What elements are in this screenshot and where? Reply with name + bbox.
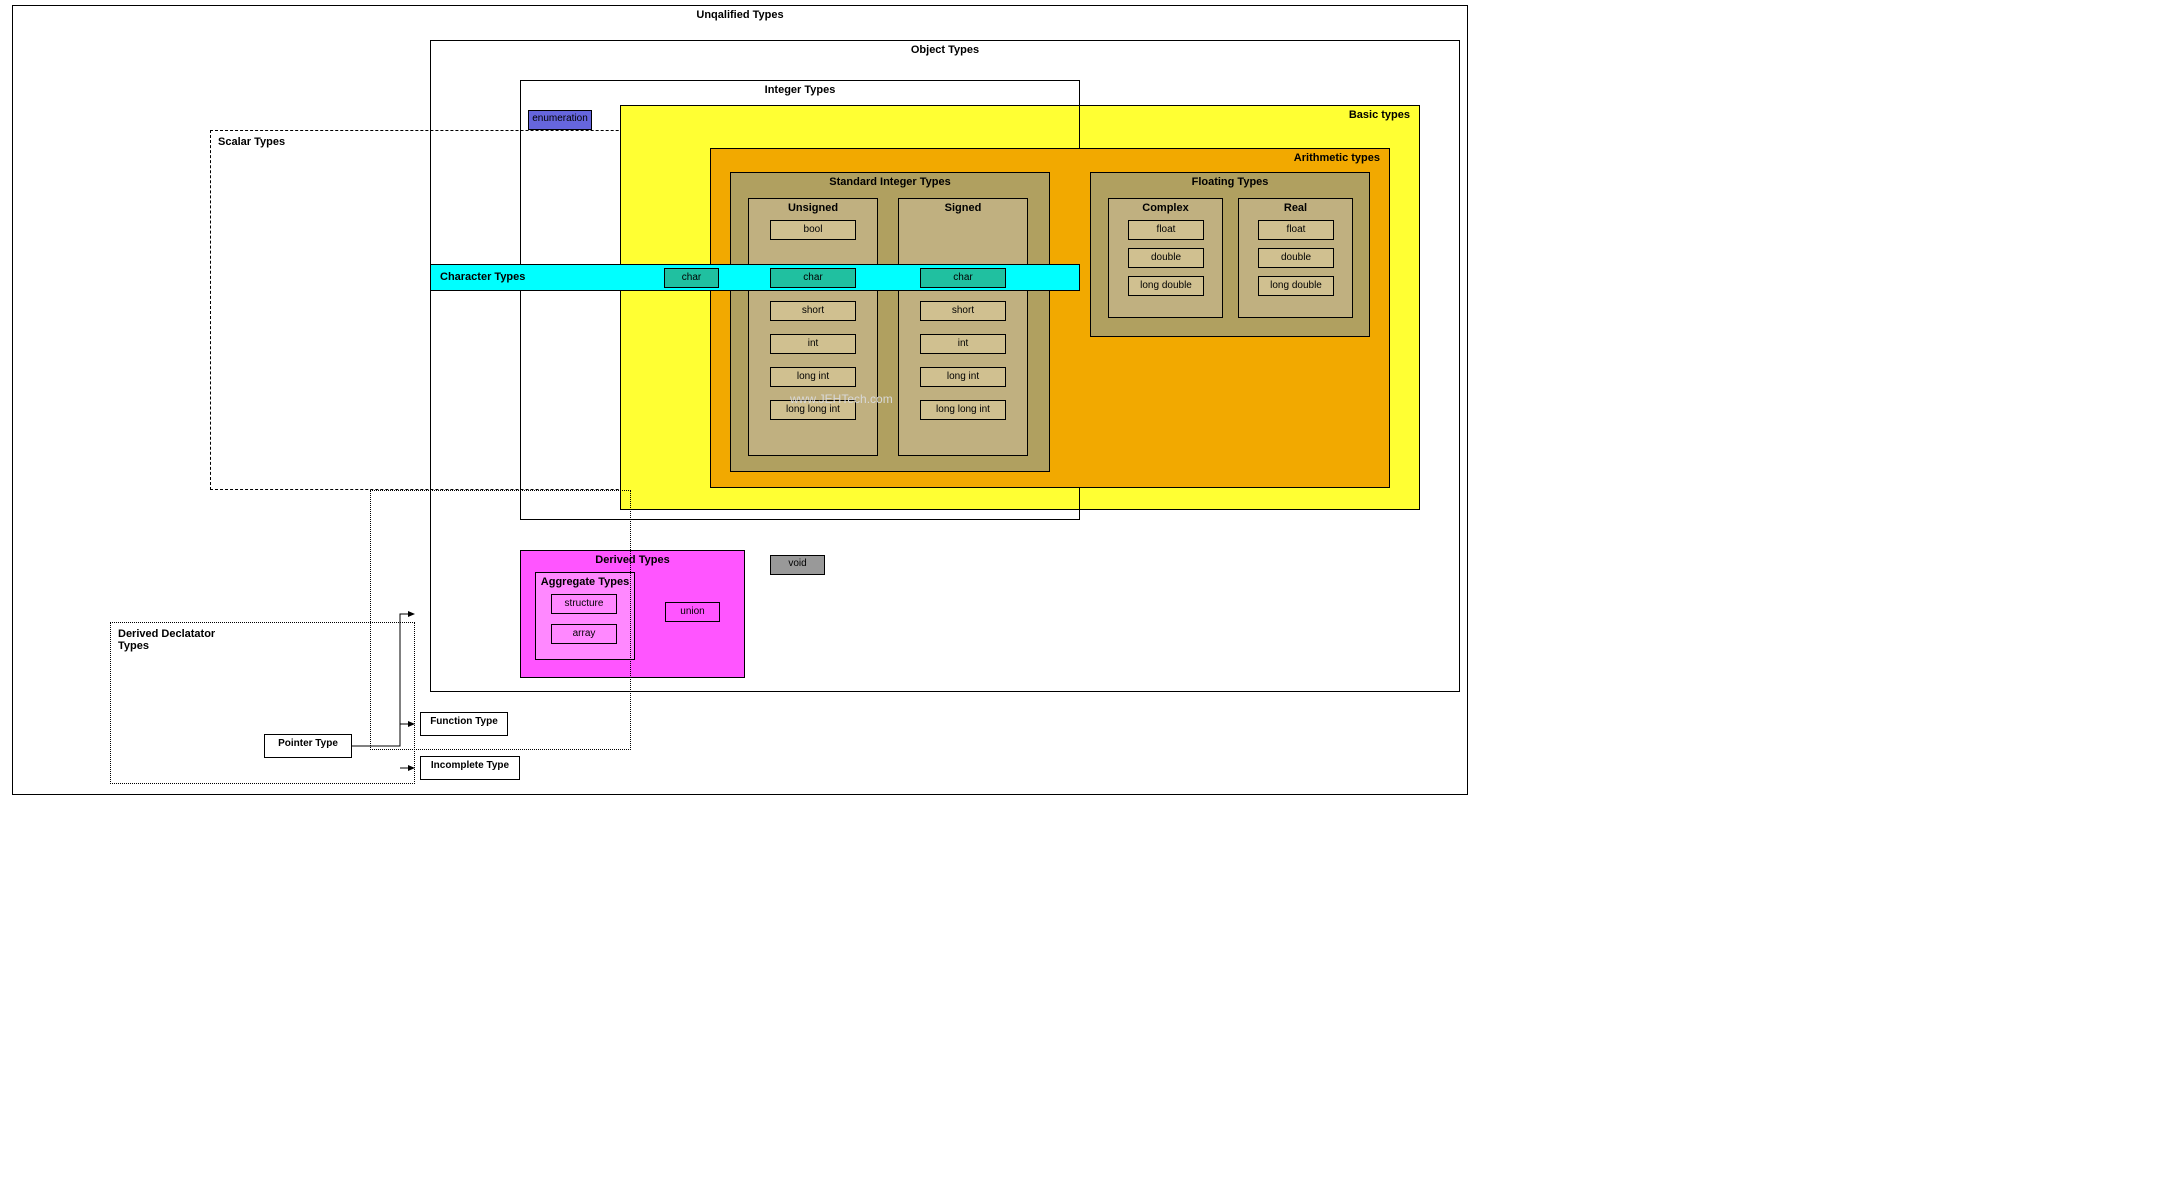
label-arithmetic: Arithmetic types	[710, 152, 1380, 164]
cell-signed-list-4: long long int	[920, 400, 1006, 420]
cell-unsigned-list-0: bool	[770, 220, 856, 240]
cell-signed-list-3: long int	[920, 367, 1006, 387]
cell-unsigned-list-2: short	[770, 301, 856, 321]
label-enumeration: enumeration	[528, 113, 592, 124]
cell-complex-list-0: float	[1128, 220, 1204, 240]
cell-unsigned-list-3: int	[770, 334, 856, 354]
label-character-types: Character Types	[440, 271, 525, 283]
label-complex: Complex	[1108, 202, 1223, 214]
watermark: www.JEHTech.com	[790, 392, 893, 406]
label-derived-declarator: Derived Declatator Types	[118, 628, 215, 652]
diagram-canvas: Unqalified Types Object Types Scalar Types…	[0, 0, 1480, 810]
cell-aggregate-list-1: array	[551, 624, 617, 644]
label-std-integer: Standard Integer Types	[730, 176, 1050, 188]
label-unqualified: Unqalified Types	[12, 9, 1468, 21]
cell-unsigned-list-4: long int	[770, 367, 856, 387]
cell-unsigned-list-1: char	[770, 268, 856, 288]
cell-real-list-1: double	[1258, 248, 1334, 268]
cell-real-list-0: float	[1258, 220, 1334, 240]
cell-signed-list-1: short	[920, 301, 1006, 321]
cell-pointer-type-0: Pointer Type	[264, 734, 352, 758]
cell-signed-list-2: int	[920, 334, 1006, 354]
cell-complex-list-2: long double	[1128, 276, 1204, 296]
label-object-types: Object Types	[430, 44, 1460, 56]
cell-union-cell-0: union	[665, 602, 720, 622]
cell-signed-list-0: char	[920, 268, 1006, 288]
cell-char-standalone-0: char	[664, 268, 719, 288]
label-real: Real	[1238, 202, 1353, 214]
label-void: void	[770, 558, 825, 569]
label-scalar-types: Scalar Types	[218, 136, 285, 148]
cell-function-type-1: Incomplete Type	[420, 756, 520, 780]
label-unsigned: Unsigned	[748, 202, 878, 214]
label-floating: Floating Types	[1090, 176, 1370, 188]
cell-complex-list-1: double	[1128, 248, 1204, 268]
label-signed: Signed	[898, 202, 1028, 214]
cell-real-list-2: long double	[1258, 276, 1334, 296]
cell-function-type-0: Function Type	[420, 712, 508, 736]
label-integer-types: Integer Types	[520, 84, 1080, 96]
cell-aggregate-list-0: structure	[551, 594, 617, 614]
